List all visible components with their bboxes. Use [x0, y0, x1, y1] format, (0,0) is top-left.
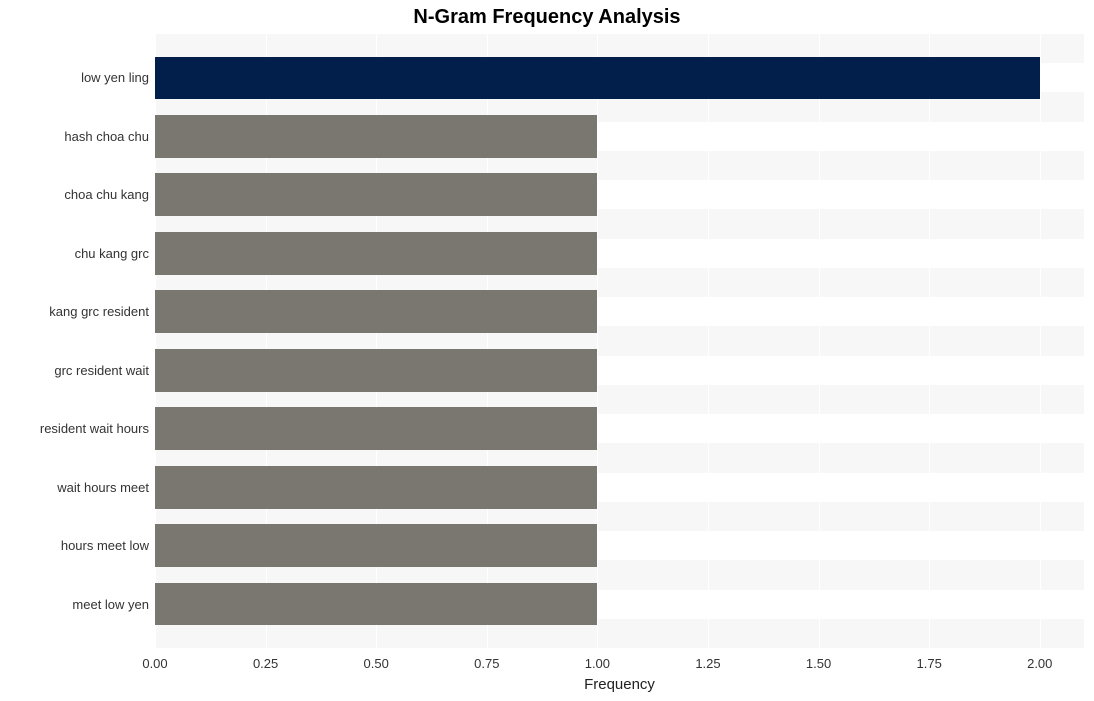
y-tick-label: kang grc resident: [49, 304, 149, 319]
y-tick-label: hash choa chu: [64, 129, 149, 144]
bar: [155, 524, 597, 567]
bar: [155, 349, 597, 392]
x-tick-label: 2.00: [1027, 656, 1052, 671]
bar: [155, 57, 1040, 100]
x-tick-label: 1.75: [917, 656, 942, 671]
bar: [155, 290, 597, 333]
vertical-gridline: [597, 34, 598, 648]
plot-area: [155, 34, 1084, 648]
bar: [155, 466, 597, 509]
y-tick-label: resident wait hours: [40, 421, 149, 436]
bar: [155, 583, 597, 626]
x-tick-label: 0.50: [364, 656, 389, 671]
vertical-gridline: [819, 34, 820, 648]
x-tick-label: 1.25: [695, 656, 720, 671]
x-tick-label: 0.75: [474, 656, 499, 671]
x-axis-title: Frequency: [155, 676, 1084, 693]
x-tick-label: 1.50: [806, 656, 831, 671]
y-tick-label: wait hours meet: [57, 480, 149, 495]
y-tick-label: low yen ling: [81, 70, 149, 85]
chart-container: N-Gram Frequency Analysis Frequency low …: [0, 0, 1094, 701]
y-tick-label: grc resident wait: [54, 363, 149, 378]
chart-title: N-Gram Frequency Analysis: [0, 6, 1094, 29]
vertical-gridline: [929, 34, 930, 648]
y-tick-label: chu kang grc: [75, 246, 149, 261]
x-tick-label: 1.00: [585, 656, 610, 671]
y-tick-label: hours meet low: [61, 538, 149, 553]
bar: [155, 407, 597, 450]
bar: [155, 115, 597, 158]
y-tick-label: meet low yen: [72, 597, 149, 612]
vertical-gridline: [708, 34, 709, 648]
y-tick-label: choa chu kang: [64, 187, 149, 202]
x-tick-label: 0.25: [253, 656, 278, 671]
bar: [155, 232, 597, 275]
x-tick-label: 0.00: [142, 656, 167, 671]
bar: [155, 173, 597, 216]
vertical-gridline: [1040, 34, 1041, 648]
